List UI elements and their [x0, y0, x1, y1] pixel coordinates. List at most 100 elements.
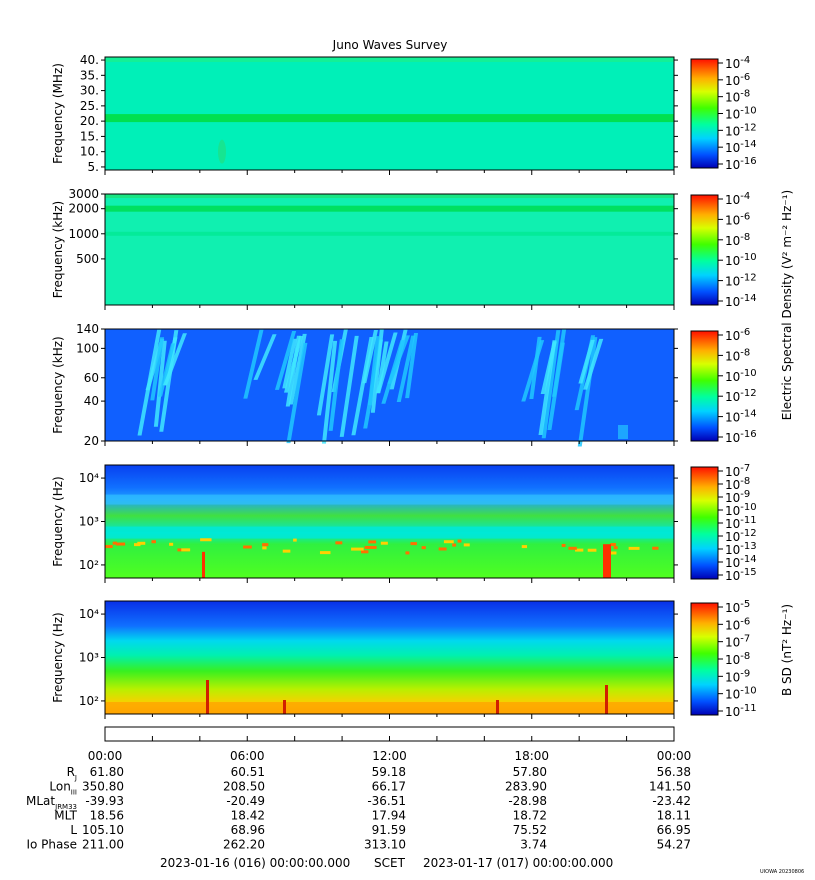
ephemeris-value: 18.11 [657, 809, 691, 823]
colorbar-tick-label: 10-7 [725, 463, 750, 479]
band-2000khz [105, 205, 674, 212]
colorbar-tick-label: 10-11 [725, 515, 757, 531]
time-tick-label: 00:00 [88, 749, 123, 763]
emission-spot [115, 542, 126, 546]
colorbar-tick-label: 10-10 [725, 502, 757, 518]
y-tick-label: 10² [79, 694, 99, 708]
colorbar-tick-label: 10-6 [725, 327, 750, 343]
emission-burst [521, 340, 545, 402]
emission-spot [561, 543, 566, 547]
emission-spot [421, 546, 426, 550]
emission-spot [169, 542, 174, 546]
emission-spot [610, 543, 616, 547]
ephemeris-value: 91.59 [372, 823, 406, 837]
panel-2-background [105, 194, 674, 305]
colorbar-tick-label: 10-14 [725, 554, 757, 570]
band-21mhz [105, 114, 674, 123]
emission-burst [243, 329, 264, 399]
time-tick-label: 18:00 [514, 749, 549, 763]
colorbar-tick-label: 10-10 [725, 252, 757, 268]
y-axis-label: Frequency (MHz) [51, 63, 65, 164]
ephemeris-value: 211.00 [82, 838, 124, 852]
emission-spot [410, 542, 417, 546]
emission-spot [452, 543, 457, 547]
emission-spot [200, 538, 212, 542]
emission-burst [541, 330, 561, 439]
colorbar-tick-label: 10-4 [725, 191, 750, 207]
emission-burst [367, 336, 380, 406]
emission-spot [405, 551, 410, 555]
ephemeris-value: -23.42 [652, 794, 691, 808]
footer-start-time: 2023-01-16 (016) 00:00:00.000 [160, 856, 350, 870]
emission-spot [112, 541, 117, 545]
colorbar-tick-label: 10-14 [725, 293, 757, 309]
emission-spot [105, 545, 113, 549]
ephemeris-value: 350.80 [82, 780, 124, 794]
y-tick-label: 3000 [68, 187, 99, 201]
y-axis-label: Frequency (Hz) [51, 612, 65, 703]
colorbar-tick-label: 10-8 [725, 476, 750, 492]
emission-spot [463, 543, 470, 547]
emission-spot [351, 547, 364, 551]
y-axis-label: Frequency (Hz) [51, 476, 65, 567]
y-tick-label: 20. [80, 114, 99, 128]
emission-spot [361, 550, 369, 554]
colorbar-tick-label: 10-15 [725, 567, 757, 583]
emission-burst [159, 330, 179, 432]
emission-spot [613, 546, 618, 550]
y-axis-label: Frequency (kHz) [51, 201, 65, 298]
emission-burst [376, 332, 398, 394]
spectrogram-panel-3: 20 40 60 100 140 Frequency (kHz) [51, 322, 678, 448]
y-tick-label: 10³ [79, 515, 99, 529]
emission-burst [396, 335, 416, 402]
emission-burst [285, 335, 301, 407]
colorbar-tick-label: 10-8 [725, 89, 750, 105]
emission-spot [457, 539, 462, 543]
y-tick-label: 1000 [68, 227, 99, 241]
ephemeris-label: MLatJRM33 [26, 794, 77, 811]
emission-burst [137, 329, 162, 436]
band-500hz [105, 526, 674, 539]
colorbar-tick-label: 10-10 [725, 686, 757, 702]
colorbar-2-scale [690, 194, 719, 306]
y-tick-label: 10⁴ [79, 607, 99, 621]
colorbar-tick-label: 10-6 [725, 72, 750, 88]
ephemeris-value: 56.38 [657, 765, 691, 779]
ephemeris-value: 18.56 [90, 809, 124, 823]
y-tick-label: 60 [84, 371, 99, 385]
ephemeris-value: 59.18 [372, 765, 406, 779]
emission-spot [335, 541, 343, 545]
footer-scet-label: SCET [374, 856, 406, 870]
colorbar-tick-label: 10-8 [725, 347, 750, 363]
colorbar-tick-label: 10-5 [725, 599, 750, 615]
emission-burst [362, 330, 378, 384]
upper-edge-band [105, 194, 674, 198]
ephemeris-label: RJ [67, 765, 77, 782]
y-tick-label: 35. [80, 68, 99, 82]
emission-burst [540, 341, 557, 394]
emission-spot [243, 545, 252, 549]
emission-spot [206, 680, 209, 714]
emission-spot [181, 548, 191, 552]
ephemeris-value: 3.74 [520, 838, 547, 852]
faint-emission-patch [218, 139, 226, 164]
colorbar-tick-label: 10-14 [725, 409, 757, 425]
colorbar-tick-label: 10-10 [725, 368, 757, 384]
emission-burst [282, 338, 297, 389]
magnetic-colorbar-label: B SD (nT² Hz⁻¹) [780, 604, 794, 696]
y-axis-label: Frequency (kHz) [51, 336, 65, 433]
ephemeris-value: -39.93 [85, 794, 124, 808]
emission-spot [380, 541, 388, 545]
colorbar-2: 10-4 10-6 10-8 10-10 10-12 10-14 [690, 191, 757, 309]
ephemeris-value: -28.98 [508, 794, 547, 808]
emission-burst [153, 340, 167, 427]
emission-burst [158, 343, 176, 397]
emission-spot [609, 551, 617, 555]
ephemeris-value: 17.94 [372, 809, 406, 823]
y-tick-label: 25. [80, 99, 99, 113]
emission-spot [496, 700, 499, 714]
emission-burst [583, 338, 604, 390]
ephemeris-value: 313.10 [364, 838, 406, 852]
panel-5-background [105, 601, 674, 714]
emission-burst [328, 339, 344, 431]
